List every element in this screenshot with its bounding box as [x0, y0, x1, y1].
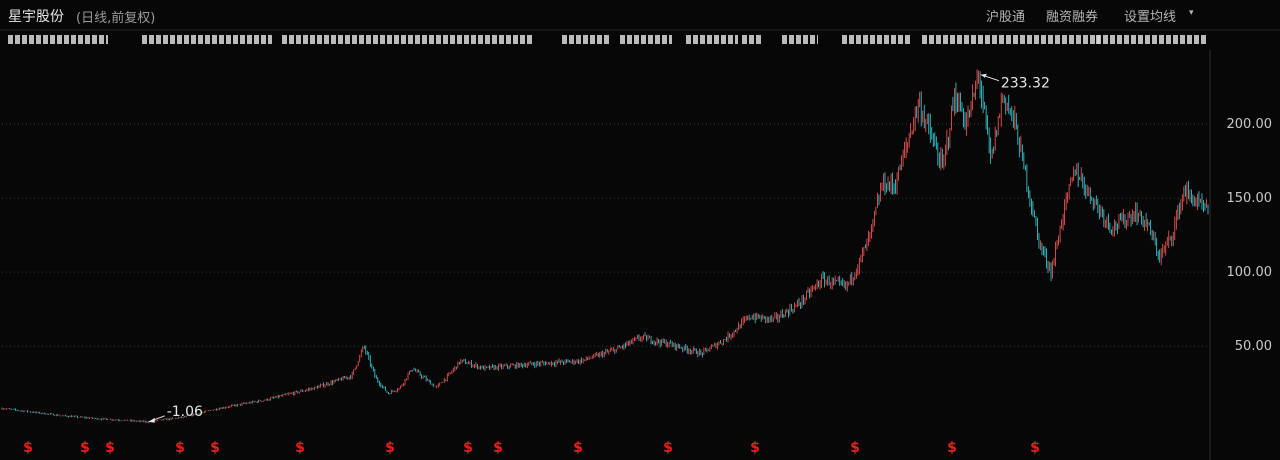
stock-name[interactable]: 星宇股份: [8, 9, 64, 25]
max-arrow-icon: [980, 73, 987, 78]
y-tick-label: 200.00: [1227, 117, 1273, 132]
dividend-marker-icon: $: [463, 440, 473, 456]
ma-legend-chunk: [562, 35, 610, 44]
ma-legend-chunk: [782, 35, 818, 44]
dividend-marker-icon: $: [23, 440, 33, 456]
dividend-marker-icon: $: [175, 440, 185, 456]
dividend-marker-icon: $: [295, 440, 305, 456]
hk-connect-button[interactable]: 沪股通: [986, 10, 1026, 25]
dividend-marker-icon: $: [947, 440, 957, 456]
min-price-label: -1.06: [167, 404, 203, 420]
chart-subtitle: (日线,前复权): [76, 11, 156, 26]
max-price-label: 233.32: [1001, 76, 1050, 92]
dividend-marker-icon: $: [105, 440, 115, 456]
set-ma-button[interactable]: 设置均线: [1124, 10, 1177, 25]
ma-legend-chunk: [142, 35, 272, 44]
dividend-marker-icon: $: [493, 440, 503, 456]
y-tick-label: 50.00: [1235, 339, 1272, 354]
ma-legend-chunk: [742, 35, 762, 44]
chart-header: 星宇股份 (日线,前复权) 沪股通 融资融券 设置均线 ▾: [0, 0, 1280, 30]
dividend-marker-icon: $: [210, 440, 220, 456]
dividend-marker-icon: $: [573, 440, 583, 456]
dividend-marker-icon: $: [1030, 440, 1040, 456]
ma-legend-chunk: [8, 35, 108, 44]
dividend-marker-icon: $: [80, 440, 90, 456]
ma-legend-chunk: [1096, 35, 1208, 44]
y-tick-label: 150.00: [1227, 191, 1273, 206]
ma-legend-chunk: [282, 35, 532, 44]
moving-average-legend: [0, 30, 1210, 50]
dividend-marker-icon: $: [750, 440, 760, 456]
chevron-down-icon[interactable]: ▾: [1189, 8, 1194, 18]
dividend-marker-icon: $: [663, 440, 673, 456]
margin-trading-button[interactable]: 融资融券: [1046, 10, 1099, 25]
min-arrow-icon: [148, 417, 155, 423]
y-tick-label: 100.00: [1227, 265, 1273, 280]
ma-legend-chunk: [686, 35, 738, 44]
ma-legend-chunk: [620, 35, 672, 44]
dividend-marker-icon: $: [850, 440, 860, 456]
ma-legend-chunk: [842, 35, 912, 44]
ma-legend-chunk: [922, 35, 1100, 44]
dividend-marker-icon: $: [385, 440, 395, 456]
